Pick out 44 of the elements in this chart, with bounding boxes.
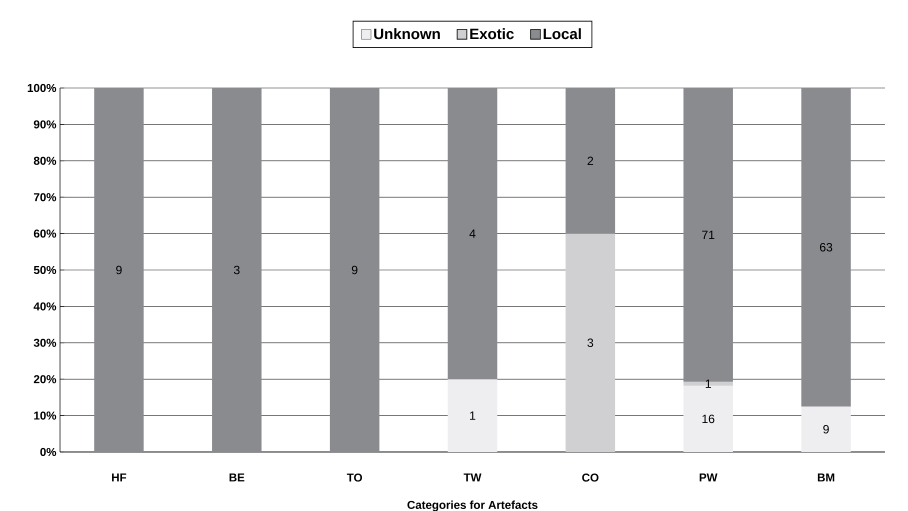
y-tick-label: 40% [34,302,56,310]
x-tick-label: BE [230,474,244,482]
annotation: 4 [469,229,476,238]
annotation: 63 [820,242,832,252]
y-tick-label: 100% [28,84,56,92]
annotation: 1 [470,411,476,420]
x-tick-label: TO [346,474,362,482]
annotation: 3 [587,338,594,348]
y-tick-label: 20% [34,375,56,384]
annotation: 9 [352,266,358,274]
y-tick-label: 90% [34,120,56,128]
bar [683,382,733,386]
bar [801,88,851,406]
y-tick-label: 30% [34,338,56,347]
annotation: 1 [706,380,711,388]
bar [94,88,144,452]
y-tick-label: 70% [34,193,56,202]
x-tick-label: HF [112,474,126,482]
bar [330,88,380,452]
annotation: 16 [702,414,714,424]
legend-label: Local [544,28,581,40]
annotation: 2 [588,156,594,165]
x-axis-title: Categories for Artefacts [407,500,538,511]
annotation: 9 [116,266,122,274]
y-tick-label: 10% [34,412,56,420]
annotation: 71 [702,230,714,239]
annotation: 9 [823,424,829,434]
bar [448,88,498,380]
annotation: 3 [234,266,240,274]
y-tick-label: 0% [40,448,56,456]
bar [566,88,616,234]
legend-label: Exotic [470,28,514,40]
y-tick-label: 60% [34,230,56,238]
bar [801,406,851,452]
y-tick-label: 50% [34,266,56,274]
x-tick-label: PW [700,474,718,482]
x-tick-label: CO [582,474,598,482]
bar [212,88,262,452]
x-tick-label: BM [818,474,834,482]
bar [448,379,498,452]
x-tick-label: TW [464,474,482,482]
bar [566,234,616,452]
legend-label: Unknown [374,28,440,40]
y-tick-label: 80% [34,156,56,165]
